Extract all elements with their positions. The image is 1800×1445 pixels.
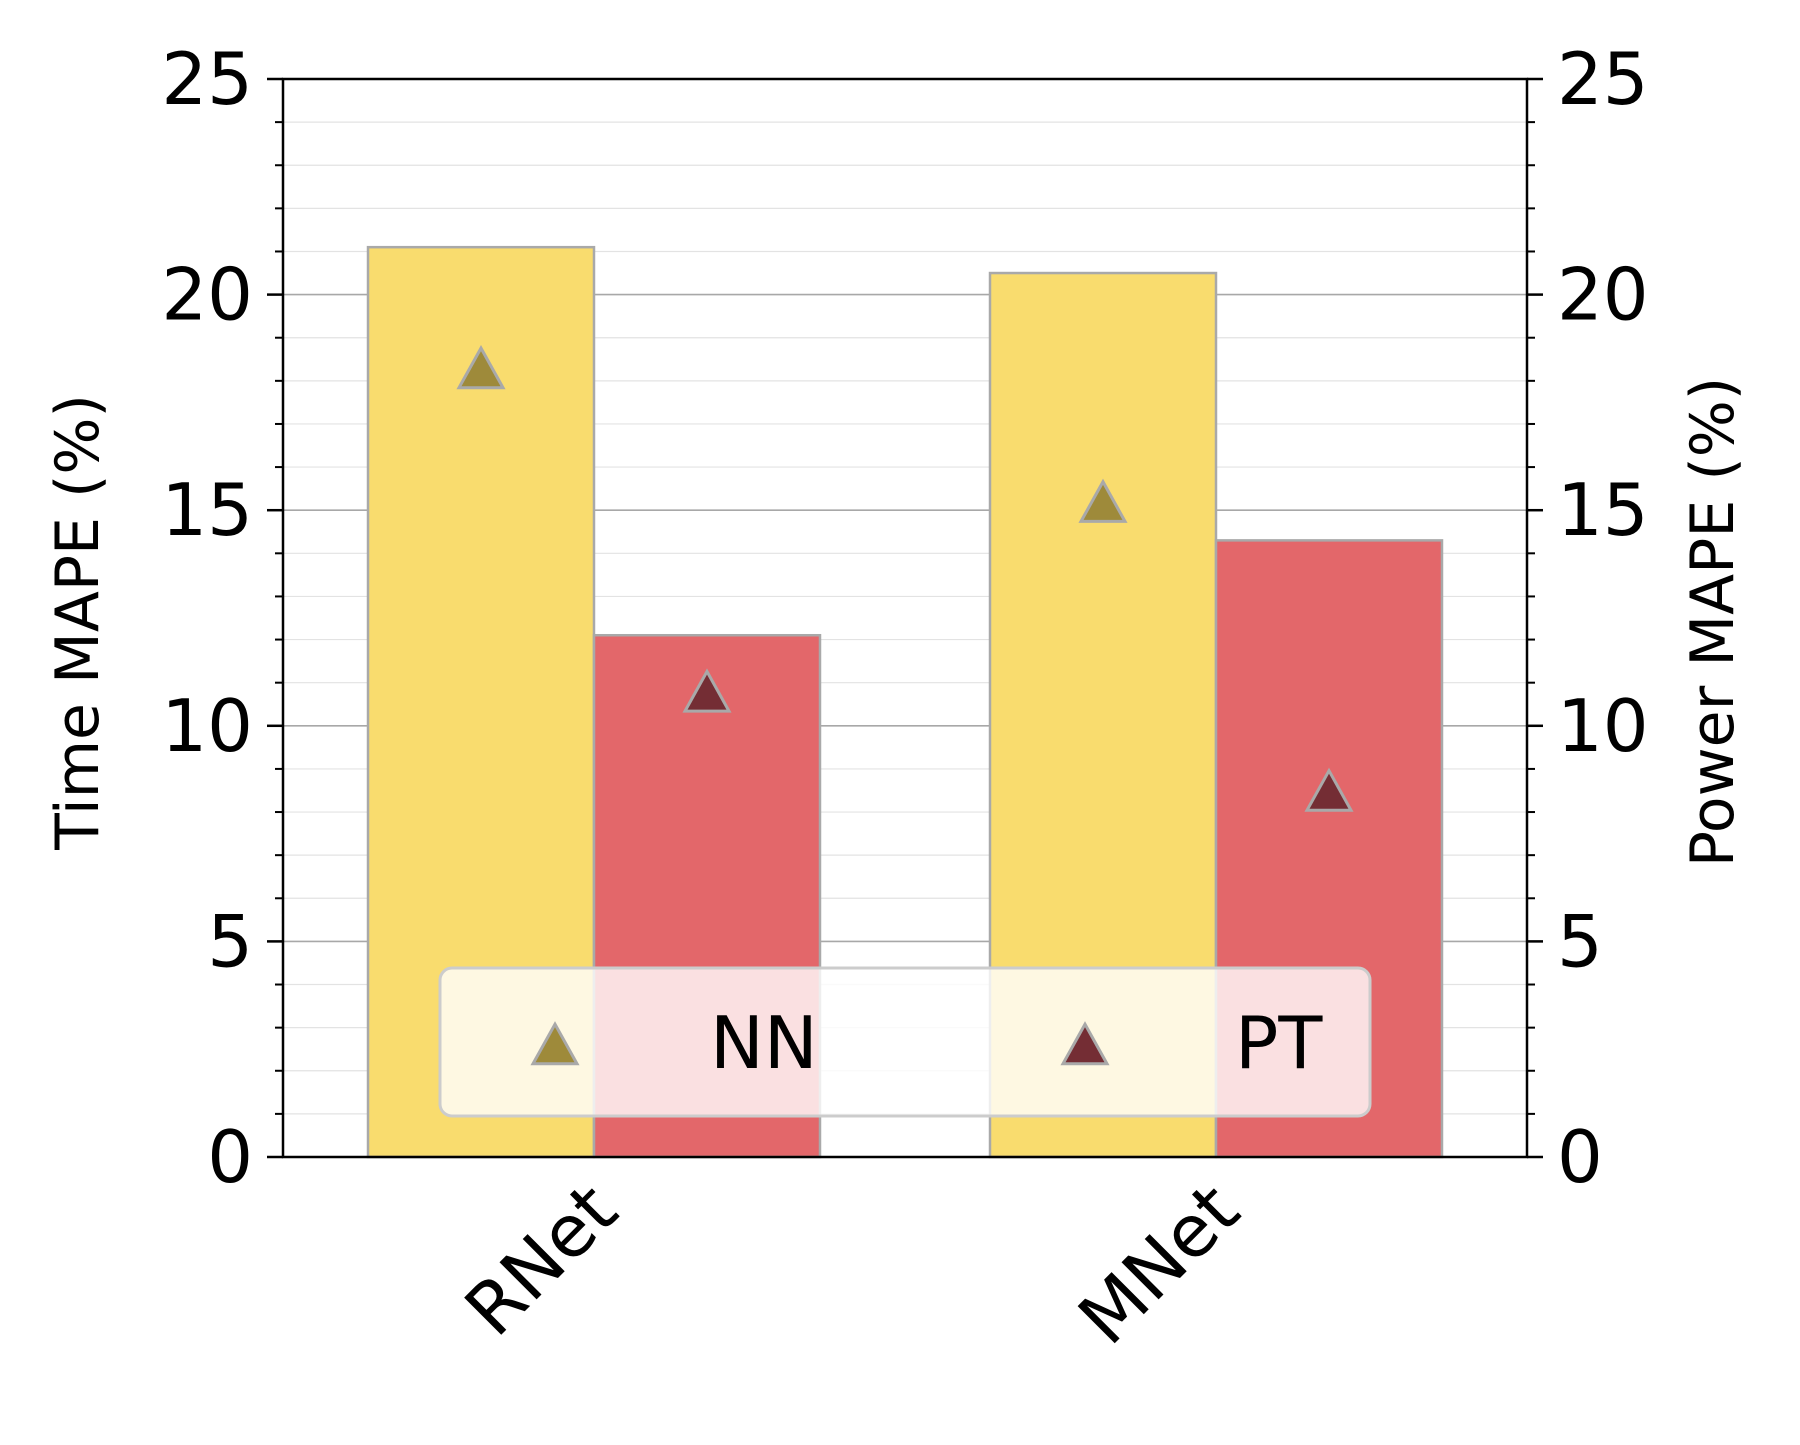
right-tick-label: 0 (1557, 1115, 1603, 1199)
left-tick-label: 5 (207, 899, 253, 983)
marker-nn-mnet (1078, 478, 1128, 523)
right-tick-label: 25 (1557, 37, 1649, 121)
markers-layer (456, 345, 1354, 812)
left-tick-label: 0 (207, 1115, 253, 1199)
legend-box (438, 966, 1372, 1118)
x-tick-label-rnet: RNet (449, 1168, 633, 1352)
left-tick-label: 20 (161, 253, 253, 337)
marker-pt-mnet (1304, 767, 1354, 812)
right-tick-label: 20 (1557, 253, 1649, 337)
legend-marker-nn (530, 1021, 580, 1066)
left-tick-label: 10 (161, 684, 253, 768)
legend-label-nn: NN (710, 1001, 818, 1085)
y-axis-label-left: Time MAPE (%) (43, 394, 113, 851)
legend-label-pt: PT (1235, 1001, 1323, 1085)
marker-nn-rnet (456, 345, 506, 390)
right-tick-label: 15 (1557, 468, 1649, 552)
left-tick-label: 25 (161, 37, 253, 121)
right-tick-label: 10 (1557, 684, 1649, 768)
plot-frame (281, 77, 1529, 1159)
left-tick-label: 15 (161, 468, 253, 552)
legend: NN PT (438, 966, 1372, 1118)
y-axis-label-right: Power MAPE (%) (1678, 377, 1748, 867)
right-tick-label: 5 (1557, 899, 1603, 983)
marker-pt-rnet (682, 668, 732, 713)
legend-marker-pt (1060, 1021, 1110, 1066)
x-tick-label-mnet: MNet (1062, 1168, 1255, 1361)
